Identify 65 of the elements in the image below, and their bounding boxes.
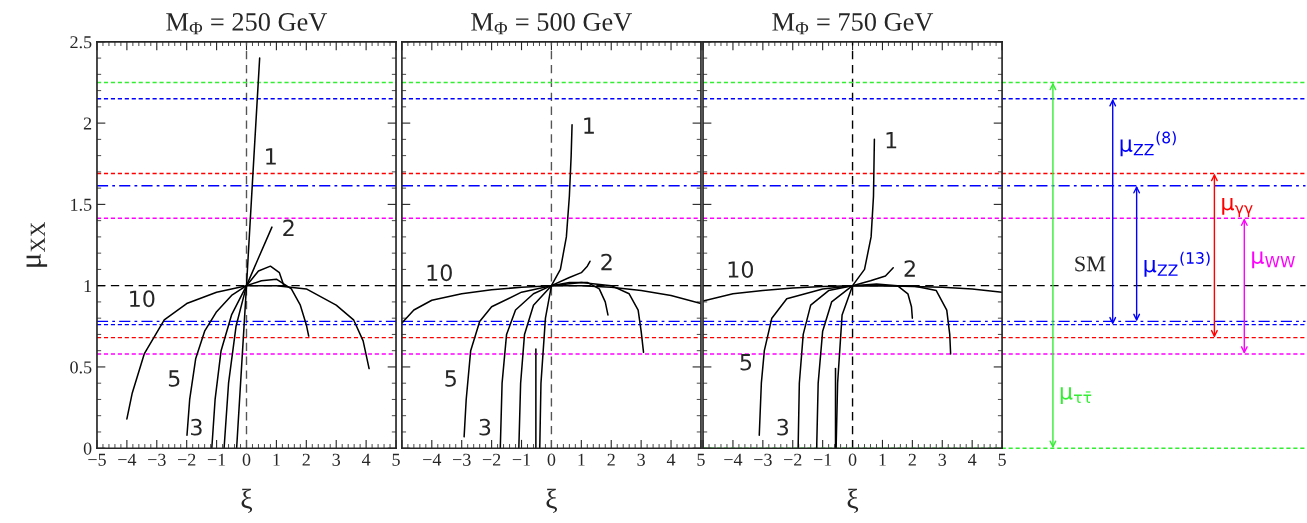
y-tick-label: 2.5 xyxy=(70,36,92,49)
annotation: 5 xyxy=(445,370,456,387)
annotation: 1 xyxy=(584,117,594,134)
x-tick-label: −4 xyxy=(118,453,137,466)
annotation: μ$_{γγ}$ xyxy=(1222,197,1253,218)
x-tick-label: 2 xyxy=(607,453,615,466)
x-tick-label: 4 xyxy=(666,453,676,466)
y-tick-label: 0.5 xyxy=(70,361,92,374)
x-tick-label: −3 xyxy=(148,453,166,466)
x-tick-label: 2 xyxy=(908,453,916,466)
annotation: μ$_{ZZ}$$^{(13)}$ xyxy=(1144,251,1210,277)
annotation: 2 xyxy=(283,219,294,237)
x-tick-label: 5 xyxy=(998,453,1006,466)
annotation: μ$_{WW}$ xyxy=(1252,251,1295,269)
x-tick-label: 5 xyxy=(697,453,705,466)
x-tick-label: −3 xyxy=(453,453,471,466)
annotation: 1 xyxy=(886,132,897,149)
x-tick-label: 0 xyxy=(547,453,556,466)
x-tick-label: −5 xyxy=(88,453,106,466)
y-tick-label: 1 xyxy=(84,280,92,292)
y-tick-label: 0 xyxy=(83,442,92,455)
x-tick-label: −2 xyxy=(177,453,196,466)
x-tick-label: −4 xyxy=(423,453,442,466)
y-tick-label: 2 xyxy=(83,117,92,130)
annotation: 2 xyxy=(904,260,915,277)
x-tick-label: 2 xyxy=(302,453,310,466)
annotation: 3 xyxy=(191,418,202,436)
x-tick-label: 1 xyxy=(578,453,585,466)
x-axis-title: ξ xyxy=(241,488,253,514)
x-tick-label: −1 xyxy=(813,453,832,466)
x-tick-label: −2 xyxy=(482,453,501,466)
y-tick-label: 1.5 xyxy=(71,198,92,211)
x-tick-label: 5 xyxy=(392,453,400,466)
annotation: 10 xyxy=(427,264,452,282)
annotation: 5 xyxy=(168,370,180,387)
x-tick-label: 1 xyxy=(879,453,886,466)
annotation: 3 xyxy=(479,418,491,436)
x-tick-label: −1 xyxy=(512,453,531,466)
x-tick-label: 3 xyxy=(938,453,947,466)
x-axis-title: ξ xyxy=(546,488,557,514)
x-tick-label: 3 xyxy=(637,453,645,466)
annotation: 2 xyxy=(601,253,612,271)
x-tick-label: −2 xyxy=(784,453,802,466)
x-tick-label: −1 xyxy=(207,453,226,466)
x-tick-label: 4 xyxy=(361,453,371,466)
annotation: 5 xyxy=(740,354,752,371)
x-axis-title: ξ xyxy=(847,488,859,514)
chart-title: M$_{Φ}$ = 500 GeV xyxy=(471,13,632,35)
x-tick-label: 0 xyxy=(242,453,251,466)
annotation: 1 xyxy=(266,148,276,165)
x-tick-label: 4 xyxy=(968,453,977,466)
annotation: 10 xyxy=(728,261,754,278)
x-tick-label: 1 xyxy=(273,453,280,466)
chart-title: M$_{Φ}$ = 250 GeV xyxy=(166,13,328,35)
ref-line-label: SM xyxy=(1075,256,1106,272)
x-tick-label: −4 xyxy=(724,453,743,466)
annotation: 3 xyxy=(777,418,789,436)
annotation: μ$_{ZZ}$$^{(8)}$ xyxy=(1120,131,1176,157)
x-tick-label: 0 xyxy=(848,453,857,466)
annotation: μ$_{ττ̄}$ xyxy=(1060,387,1092,404)
x-tick-label: −3 xyxy=(754,453,772,466)
chart-title: M$_{Φ}$ = 750 GeV xyxy=(772,13,934,35)
y-axis-title: μ$_{XX}$ xyxy=(26,222,48,267)
x-tick-label: 3 xyxy=(332,453,341,466)
annotation: 10 xyxy=(130,290,155,308)
